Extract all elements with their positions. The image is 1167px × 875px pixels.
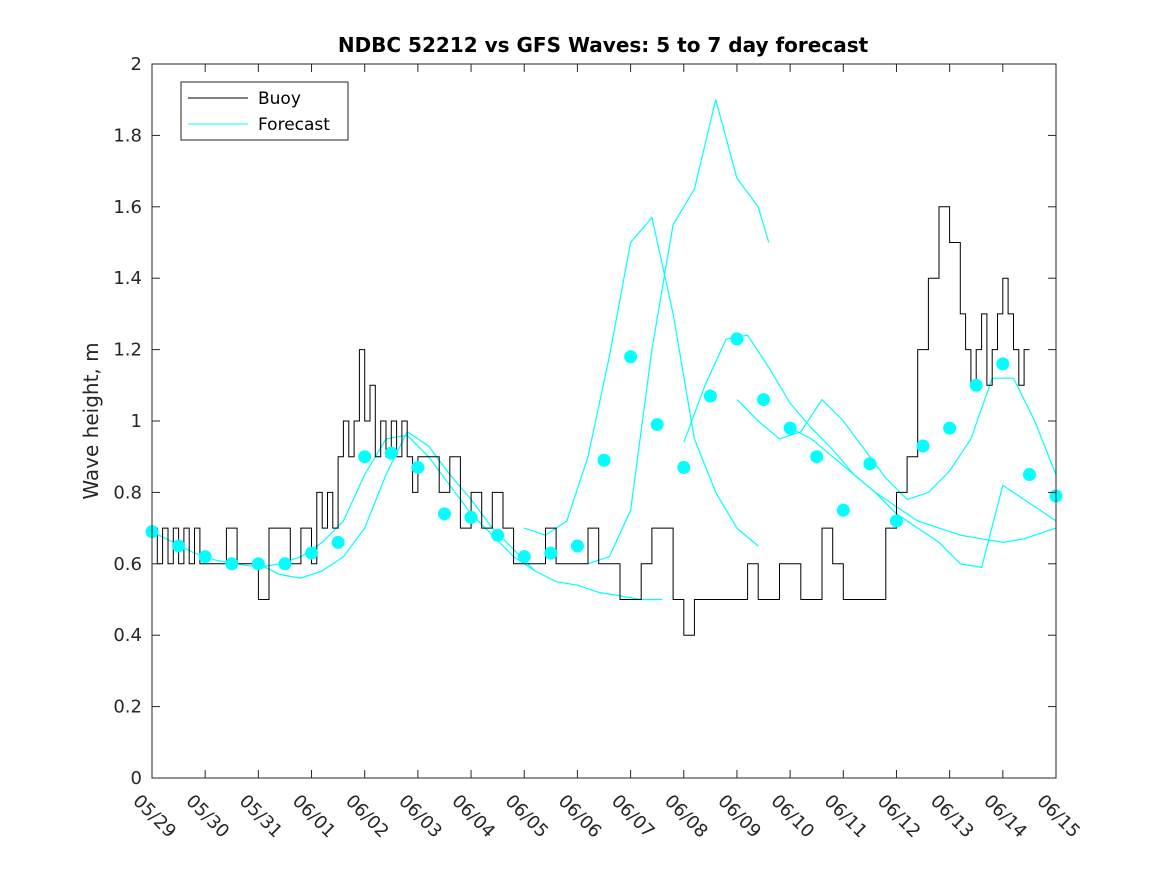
forecast-trace-line xyxy=(587,99,770,565)
y-tick-label: 0.8 xyxy=(113,482,142,503)
y-tick-label: 1 xyxy=(131,411,142,432)
legend: Buoy Forecast xyxy=(180,81,349,141)
buoy-line xyxy=(152,206,1030,636)
plot-area xyxy=(152,64,1056,778)
forecast-point xyxy=(757,393,771,407)
y-tick-label: 0.4 xyxy=(113,625,142,646)
legend-forecast-label: Forecast xyxy=(258,115,330,135)
forecast-point xyxy=(384,446,398,460)
forecast-point xyxy=(889,514,903,528)
forecast-point xyxy=(624,350,638,364)
forecast-point xyxy=(863,457,877,471)
forecast-point xyxy=(464,510,478,524)
forecast-point xyxy=(172,539,186,553)
forecast-point xyxy=(305,546,319,560)
forecast-point xyxy=(411,460,425,474)
forecast-trace-line xyxy=(524,216,759,547)
y-tick-label: 1.4 xyxy=(113,268,142,289)
forecast-point xyxy=(331,535,345,549)
forecast-point xyxy=(251,557,265,571)
forecast-point xyxy=(491,528,505,542)
y-tick-label: 1.8 xyxy=(113,125,142,146)
forecast-point xyxy=(730,332,744,346)
y-tick-label: 1.2 xyxy=(113,340,142,361)
y-axis-label: Wave height, m xyxy=(79,342,103,499)
forecast-point xyxy=(810,450,824,464)
forecast-point xyxy=(703,389,717,403)
forecast-point xyxy=(996,357,1010,371)
forecast-point xyxy=(677,460,691,474)
forecast-point xyxy=(198,550,212,564)
forecast-point xyxy=(517,550,531,564)
y-tick-label: 0.6 xyxy=(113,554,142,575)
forecast-point xyxy=(570,539,584,553)
y-tick-label: 2 xyxy=(131,54,142,75)
forecast-point xyxy=(544,546,558,560)
forecast-point xyxy=(783,421,797,435)
y-tick-label: 1.6 xyxy=(113,197,142,218)
forecast-trace-line xyxy=(789,427,1057,569)
forecast-point xyxy=(943,421,957,435)
forecast-point xyxy=(836,503,850,517)
forecast-point xyxy=(278,557,292,571)
y-tick-label: 0 xyxy=(131,768,142,789)
y-axis: 0 0.2 0.4 0.6 0.8 1 1.2 1.4 1.6 1.8 2 xyxy=(113,54,1056,789)
forecast-trace-line xyxy=(736,377,1057,501)
legend-box xyxy=(180,81,349,141)
forecast-point xyxy=(916,439,930,453)
forecast-point xyxy=(650,418,664,432)
y-tick-label: 0.2 xyxy=(113,697,142,718)
forecast-point xyxy=(969,378,983,392)
forecast-point xyxy=(437,507,451,521)
forecast-point xyxy=(358,450,372,464)
forecast-point xyxy=(225,557,239,571)
forecast-point xyxy=(1022,468,1036,482)
forecast-point xyxy=(597,453,611,467)
legend-buoy-label: Buoy xyxy=(258,89,301,109)
chart-title: NDBC 52212 vs GFS Waves: 5 to 7 day fore… xyxy=(338,33,869,57)
